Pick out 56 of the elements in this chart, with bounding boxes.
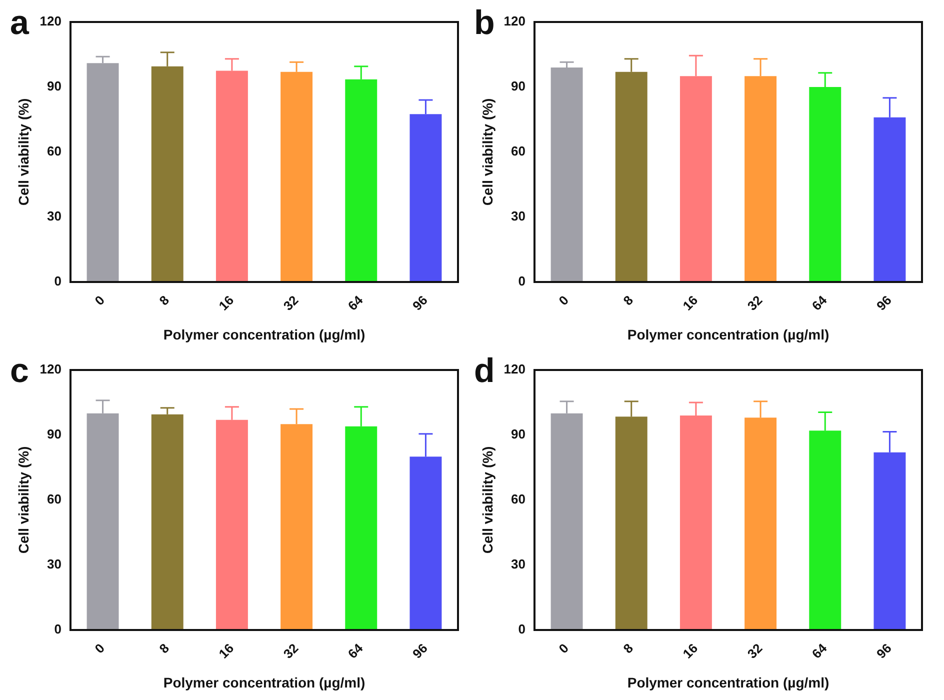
chart-title: c (10, 352, 29, 391)
y-tick-label: 0 (54, 622, 62, 637)
y-tick-label: 90 (47, 78, 62, 94)
x-axis-title: Polymer concentration (µg/ml) (627, 674, 830, 690)
x-tick-label: 96 (874, 292, 894, 314)
y-tick-label: 120 (40, 14, 62, 29)
y-tick-label: 30 (47, 208, 62, 224)
y-tick-label: 60 (47, 144, 62, 159)
y-tick-label: 120 (504, 14, 526, 29)
x-tick-label: 0 (92, 640, 108, 656)
x-axis-title: Polymer concentration (µg/ml) (163, 326, 366, 342)
chart-title: a (10, 4, 29, 43)
chart-title: d (474, 352, 495, 391)
x-tick-label: 64 (344, 640, 366, 662)
x-tick-label: 32 (280, 292, 302, 314)
y-axis-title: Cell viability (%) (15, 446, 32, 554)
x-tick-label: 64 (344, 292, 366, 314)
y-tick-label: 0 (54, 274, 62, 289)
x-tick-label: 16 (216, 640, 237, 662)
y-axis-title: Cell viability (%) (479, 98, 496, 206)
y-tick-label: 30 (511, 208, 526, 224)
x-tick-label: 96 (410, 292, 430, 314)
x-tick-label: 8 (156, 292, 172, 308)
x-axis-title: Polymer concentration (µg/ml) (627, 326, 830, 342)
y-axis-title: Cell viability (%) (15, 98, 32, 206)
x-tick-label: 64 (808, 640, 830, 662)
x-tick-label: 8 (156, 640, 172, 656)
y-tick-label: 30 (47, 556, 62, 572)
x-tick-label: 0 (556, 292, 572, 308)
y-tick-label: 90 (511, 426, 526, 442)
y-tick-label: 60 (511, 144, 526, 159)
x-tick-label: 8 (620, 292, 636, 308)
y-tick-label: 60 (47, 492, 62, 507)
x-tick-label: 96 (410, 640, 430, 662)
x-tick-label: 32 (744, 640, 766, 662)
x-tick-label: 16 (216, 292, 237, 314)
x-tick-label: 0 (556, 640, 572, 656)
x-tick-label: 16 (680, 292, 701, 314)
x-axis-title: Polymer concentration (µg/ml) (163, 674, 366, 690)
y-tick-label: 60 (511, 492, 526, 507)
y-tick-label: 120 (40, 362, 62, 377)
chart-title: b (474, 4, 495, 43)
y-tick-label: 0 (518, 274, 526, 289)
x-tick-label: 0 (92, 292, 108, 308)
x-tick-label: 8 (620, 640, 636, 656)
y-tick-label: 0 (518, 622, 526, 637)
y-tick-label: 30 (511, 556, 526, 572)
x-tick-label: 64 (808, 292, 830, 314)
y-tick-label: 90 (511, 78, 526, 94)
y-tick-label: 90 (47, 426, 62, 442)
x-tick-label: 32 (744, 292, 766, 314)
x-tick-label: 96 (874, 640, 894, 662)
x-tick-label: 16 (680, 640, 701, 662)
y-tick-label: 120 (504, 362, 526, 377)
x-tick-label: 32 (280, 640, 302, 662)
y-axis-title: Cell viability (%) (479, 446, 496, 554)
